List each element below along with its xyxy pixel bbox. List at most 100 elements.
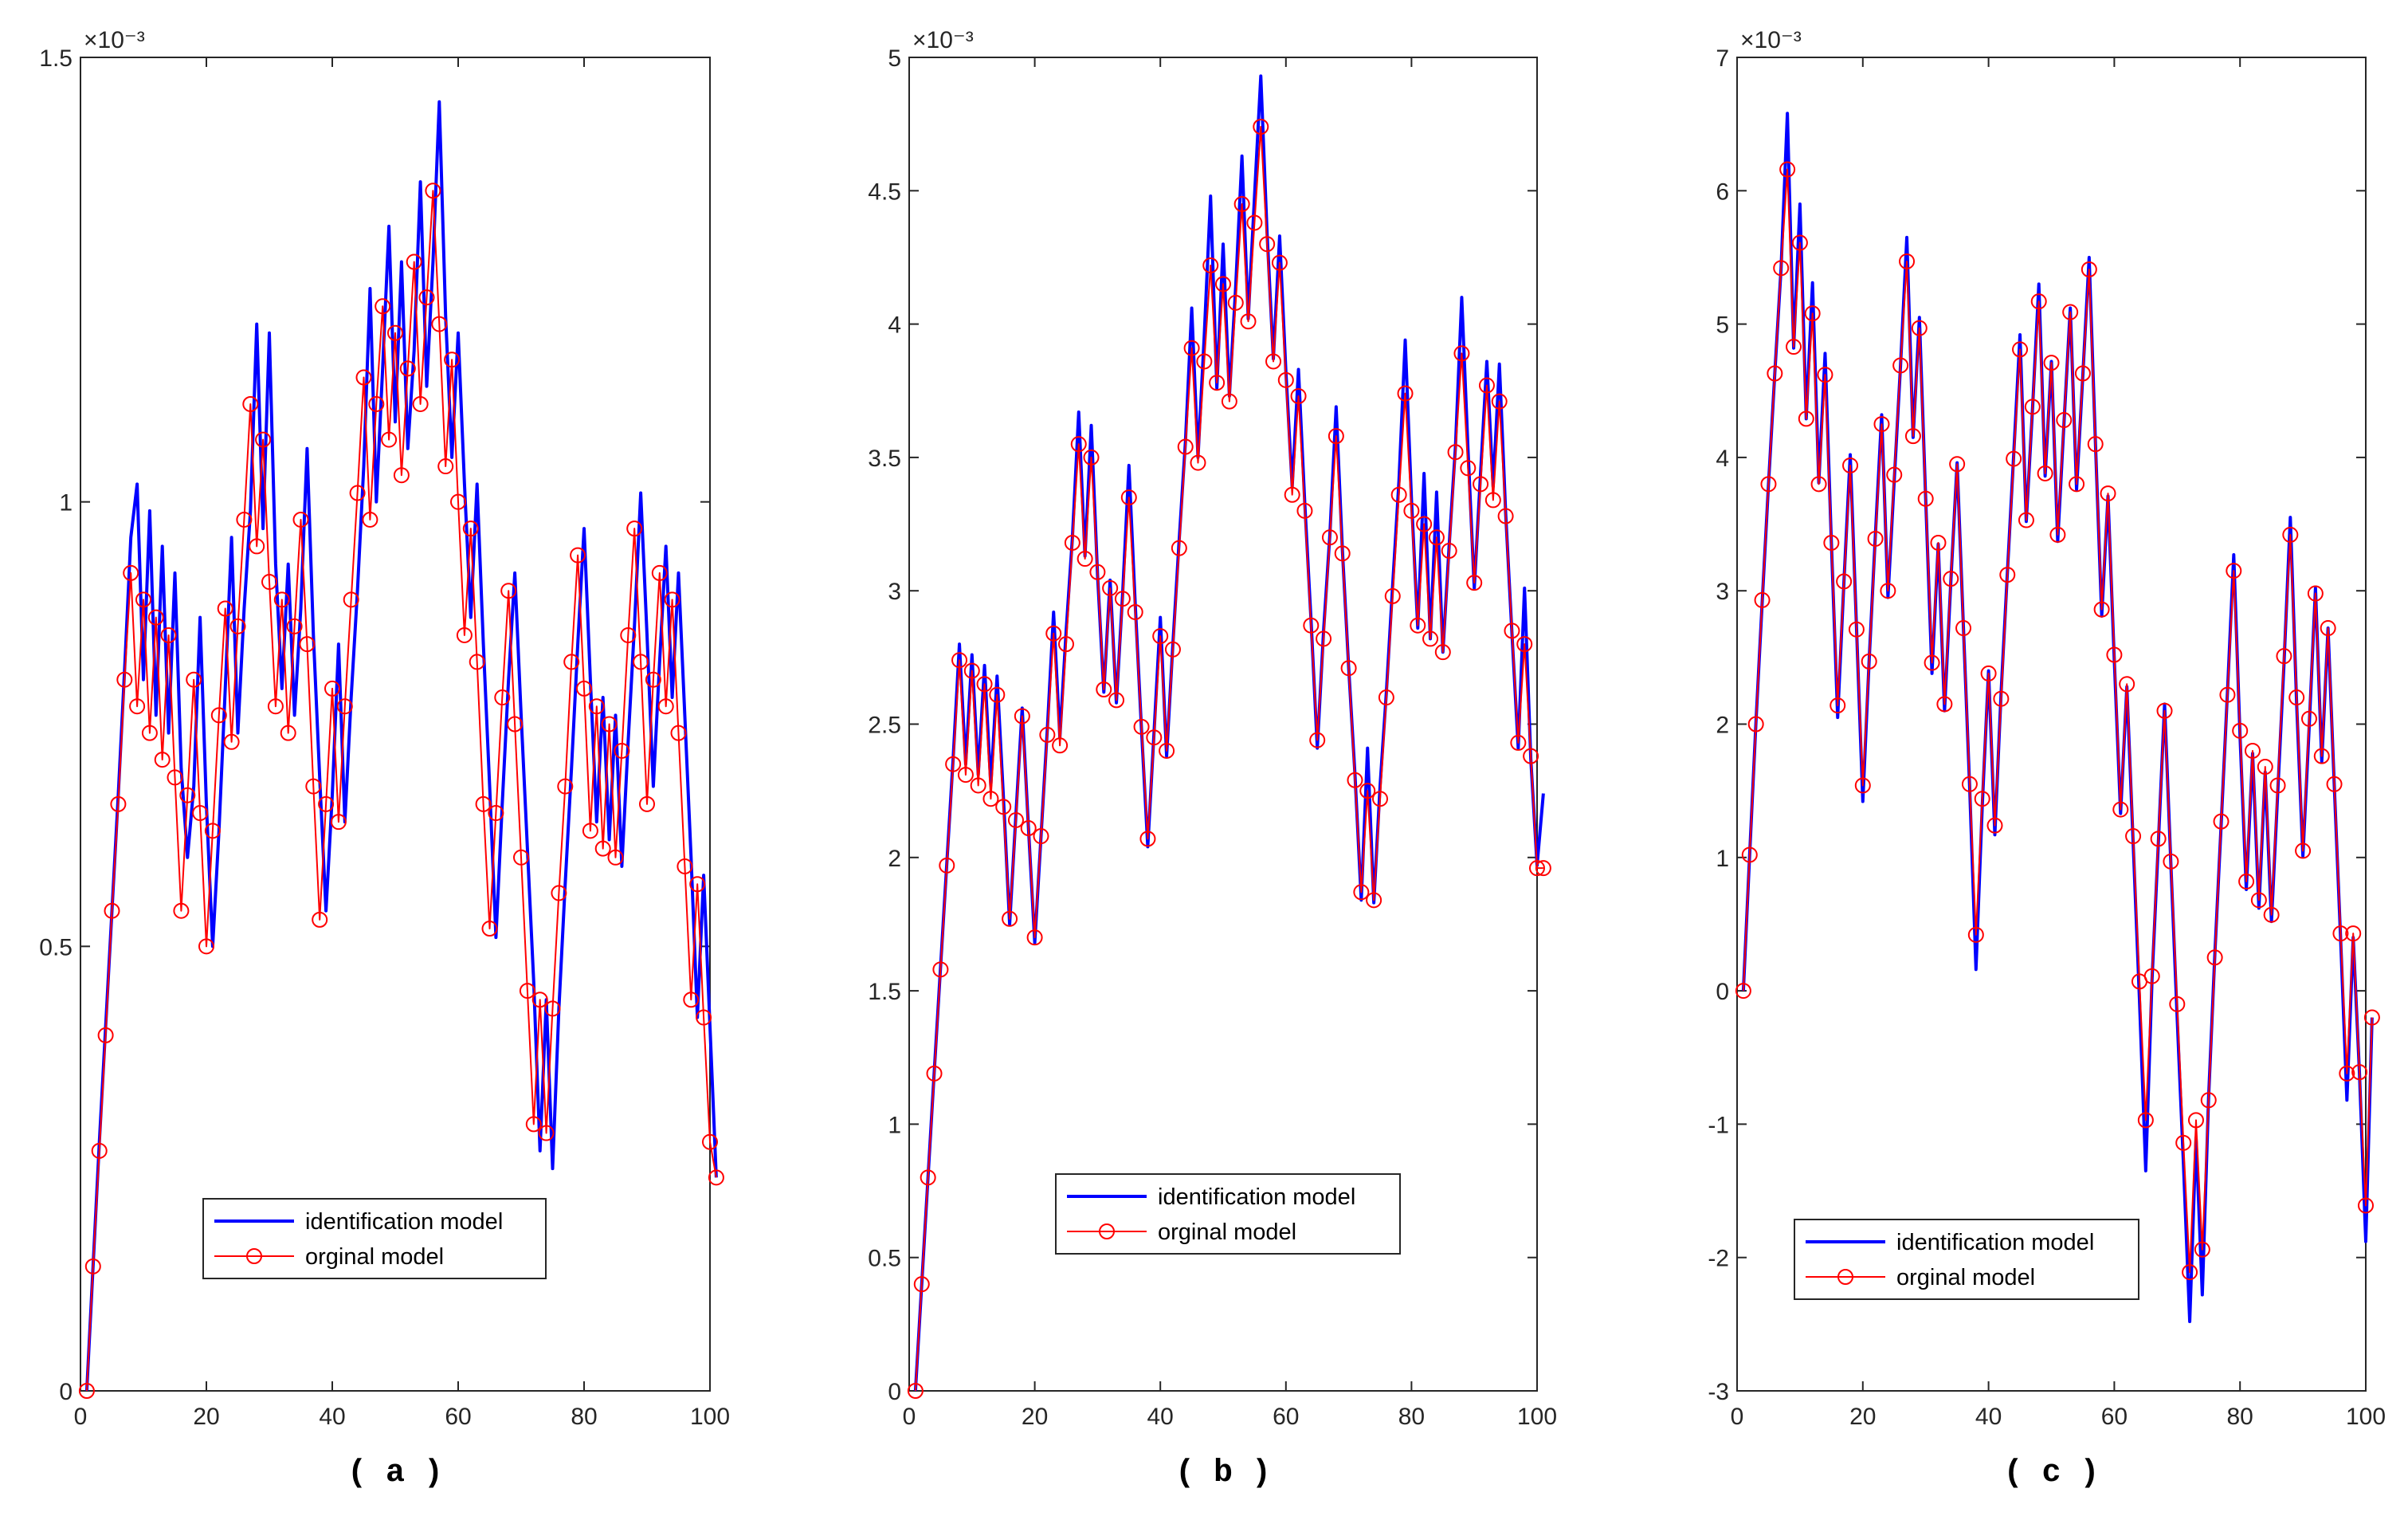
data-point-marker [2030, 293, 2047, 310]
y-tick-label: 1 [888, 1112, 901, 1138]
data-point-marker [1460, 460, 1477, 477]
data-point-marker [1904, 428, 1921, 445]
data-point-marker [1146, 729, 1163, 746]
y-tick-label: 1.5 [868, 979, 901, 1005]
data-point-marker [1083, 449, 1100, 465]
data-point-marker [2194, 1241, 2210, 1258]
data-point-marker [1867, 530, 1884, 547]
data-point-marker [229, 618, 246, 634]
x-tick-label: 100 [690, 1404, 730, 1430]
data-point-marker [2112, 801, 2129, 818]
data-point-marker [995, 799, 1012, 815]
data-point-marker [399, 360, 416, 377]
data-point-marker [2056, 412, 2073, 429]
data-point-marker [2326, 776, 2343, 792]
x-tick-label: 80 [1398, 1404, 1425, 1430]
data-point-marker [1428, 529, 1445, 546]
y-tick-label: 5 [888, 45, 901, 72]
data-point-marker [582, 823, 598, 839]
data-point-marker [1372, 791, 1388, 807]
data-point-marker [312, 911, 328, 928]
data-point-marker [1735, 983, 1751, 1000]
data-point-marker [2339, 1065, 2355, 1082]
data-point-marker [1434, 644, 1451, 661]
data-point-marker [1014, 708, 1030, 725]
x-tick-label: 20 [193, 1404, 219, 1430]
y-tick-label: 0.5 [39, 934, 73, 960]
data-point-marker [2049, 526, 2066, 543]
data-point-marker [1290, 387, 1307, 404]
y-exponent-label: ×10⁻³ [912, 27, 974, 53]
data-point-marker [1340, 660, 1357, 677]
data-point-marker [368, 395, 385, 412]
data-point-marker [292, 511, 309, 528]
data-point-marker [1384, 587, 1401, 604]
data-point-marker [1949, 456, 1966, 473]
data-point-marker [1854, 777, 1871, 794]
data-point-marker [1102, 579, 1119, 596]
x-tick-label: 80 [2227, 1404, 2253, 1430]
data-point-marker [1007, 811, 1024, 828]
legend-box [202, 1198, 547, 1279]
data-point-marker [1510, 734, 1527, 751]
y-tick-label: 4 [1716, 446, 1729, 472]
data-point-marker [1120, 489, 1137, 506]
data-point-marker [154, 752, 171, 768]
data-point-marker [488, 805, 504, 822]
data-point-marker [1259, 236, 1276, 253]
data-point-marker [2119, 676, 2135, 693]
data-point-marker [2093, 601, 2110, 618]
data-point-marker [355, 369, 372, 386]
data-point-marker [963, 662, 980, 679]
legend-marker-sample [246, 1248, 262, 1264]
data-point-marker [1328, 428, 1344, 445]
data-point-marker [2351, 1064, 2368, 1081]
data-point-marker [702, 1133, 718, 1150]
data-point-marker [456, 626, 473, 643]
data-point-marker [1202, 257, 1219, 273]
data-point-marker [2257, 759, 2273, 776]
data-point-marker [1410, 617, 1426, 634]
data-point-marker [2269, 777, 2286, 794]
data-point-marker [951, 652, 968, 669]
data-point-marker [1209, 375, 1226, 391]
data-point-marker [1183, 340, 1200, 356]
data-point-marker [2175, 1134, 2192, 1151]
axes-box [80, 57, 711, 1392]
data-point-marker [519, 983, 535, 1000]
data-point-marker [1880, 583, 1896, 599]
legend-label: orginal model [1896, 1265, 2035, 1290]
data-point-marker [318, 795, 335, 812]
x-tick-label: 60 [1273, 1404, 1299, 1430]
data-point-marker [1152, 628, 1169, 645]
data-point-marker [970, 777, 986, 794]
data-point-marker [588, 698, 605, 715]
y-tick-label: 7 [1716, 45, 1729, 72]
data-point-marker [982, 791, 999, 807]
data-point-marker [362, 511, 378, 528]
data-point-marker [1164, 641, 1181, 658]
legend: identification model orginal model [1055, 1173, 1401, 1255]
data-point-marker [1955, 620, 1972, 637]
data-point-marker [1747, 716, 1764, 732]
legend-box [1794, 1219, 2139, 1300]
data-point-marker [1848, 621, 1865, 638]
data-point-marker [375, 298, 391, 315]
data-point-marker [1504, 623, 1520, 639]
identification-line [84, 100, 718, 1392]
data-point-marker [2187, 1112, 2204, 1129]
data-point-marker [2313, 748, 2330, 764]
data-point-marker [1817, 367, 1833, 383]
data-point-marker [129, 698, 146, 715]
data-point-marker [1196, 353, 1213, 370]
data-point-marker [462, 520, 479, 537]
data-point-marker [1133, 718, 1150, 735]
data-point-marker [664, 591, 680, 608]
x-tick-label: 20 [1849, 1404, 1876, 1430]
data-point-marker [1917, 490, 1934, 507]
data-point-marker [1215, 276, 1231, 293]
data-point-marker [1334, 545, 1351, 562]
data-point-marker [1773, 260, 1790, 277]
data-point-marker [1139, 831, 1156, 847]
data-point-marker [1967, 926, 1984, 943]
